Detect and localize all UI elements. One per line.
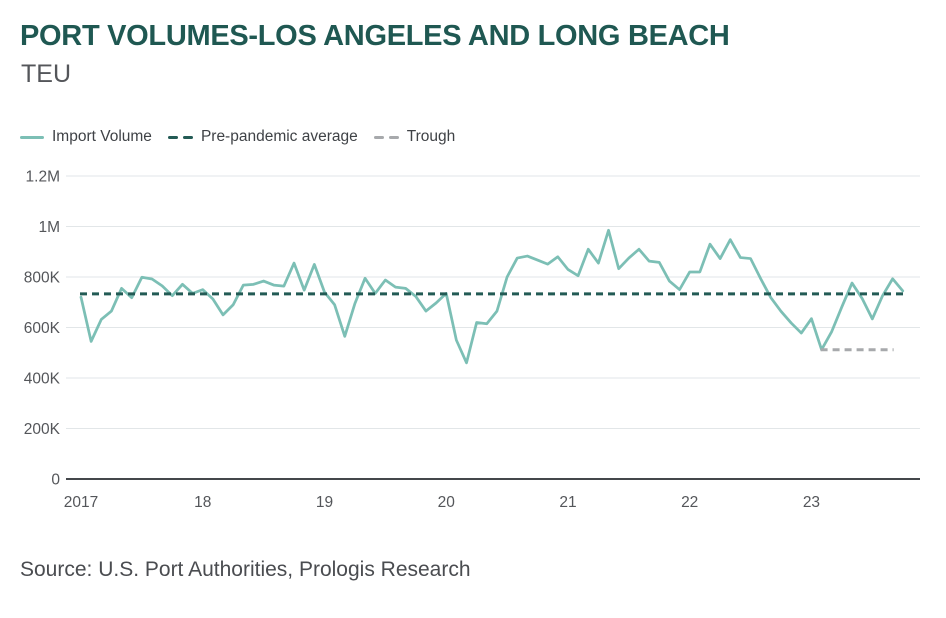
legend-label-import-volume: Import Volume [52, 128, 152, 145]
chart-title: PORT VOLUMES-LOS ANGELES AND LONG BEACH [20, 20, 730, 52]
x-axis-tick-label: 21 [559, 494, 576, 511]
import-volume-swatch-icon [20, 135, 44, 139]
x-axis-tick-label: 19 [316, 494, 333, 511]
legend-item-trough: Trough [373, 128, 456, 146]
y-axis-tick-label: 800K [24, 270, 61, 287]
import-volume-line [79, 228, 905, 365]
legend-item-import-volume: Import Volume [20, 128, 152, 146]
y-axis-tick-label: 400K [24, 371, 61, 388]
y-axis-tick-label: 200K [24, 421, 61, 438]
legend-item-pre-pandemic-average: Pre-pandemic average [167, 128, 358, 146]
chart-unit-label: TEU [21, 60, 71, 88]
source-note: Source: U.S. Port Authorities, Prologis … [20, 558, 471, 581]
trough-swatch-icon [373, 135, 399, 139]
y-axis-tick-label: 1.2M [26, 169, 60, 186]
y-axis-tick-label: 600K [24, 320, 61, 337]
x-axis-tick-label: 22 [681, 494, 698, 511]
pre-pandemic-average-swatch-icon [167, 135, 193, 139]
legend-label-pre-pandemic-average: Pre-pandemic average [200, 128, 358, 145]
legend-label-trough: Trough [406, 128, 456, 145]
x-axis-tick-label: 20 [438, 494, 456, 511]
x-axis-tick-label: 2017 [64, 494, 98, 511]
x-axis-tick-label: 18 [194, 494, 211, 511]
legend: Import Volume Pre-pandemic average Troug… [20, 128, 455, 146]
y-axis-tick-label: 1M [38, 219, 60, 236]
y-axis-tick-label: 0 [51, 472, 60, 489]
x-axis-tick-label: 23 [803, 494, 820, 511]
